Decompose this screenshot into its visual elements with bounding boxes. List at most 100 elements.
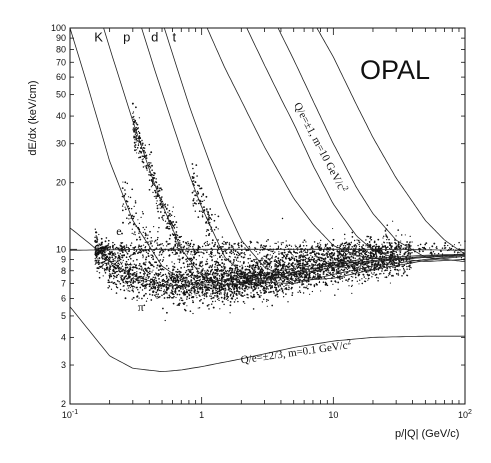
scatter-point-e bbox=[305, 244, 308, 247]
scatter-point-pi bbox=[314, 255, 316, 257]
scatter-point-pi bbox=[370, 256, 372, 258]
scatter-point-pi bbox=[233, 301, 236, 303]
scatter-point-e bbox=[208, 253, 210, 256]
scatter-point-p bbox=[206, 262, 209, 265]
scatter-point-pi bbox=[193, 287, 195, 289]
scatter-point-pi bbox=[145, 280, 148, 283]
scatter-point-pi bbox=[349, 243, 352, 246]
scatter-point-p bbox=[177, 245, 179, 247]
scatter-point-p bbox=[201, 269, 203, 271]
scatter-point-e bbox=[254, 249, 256, 251]
scatter-point-p bbox=[209, 265, 212, 267]
scatter-point-pi bbox=[281, 259, 284, 261]
scatter-point-e bbox=[205, 251, 208, 254]
scatter-point-pi bbox=[118, 257, 121, 260]
scatter-point-K bbox=[186, 265, 189, 268]
scatter-point-pi bbox=[155, 280, 158, 282]
scatter-point-p bbox=[140, 147, 142, 149]
scatter-point-K bbox=[122, 181, 124, 183]
scatter-point-p bbox=[205, 286, 208, 289]
scatter-point-pi bbox=[149, 284, 151, 286]
scatter-point-e bbox=[281, 257, 283, 259]
scatter-point-pi bbox=[134, 271, 136, 274]
scatter-point-pi bbox=[403, 269, 406, 271]
scatter-point-pi bbox=[282, 268, 284, 270]
scatter-point-p bbox=[205, 288, 207, 290]
scatter-point-p bbox=[156, 200, 158, 202]
scatter-point-p bbox=[200, 265, 202, 268]
scatter-point-pi bbox=[133, 263, 135, 265]
scatter-point-d bbox=[244, 253, 246, 256]
scatter-point-K bbox=[172, 277, 175, 280]
scatter-point-pi bbox=[269, 264, 271, 266]
scatter-point-pi bbox=[216, 258, 219, 260]
scatter-point-p bbox=[331, 269, 334, 272]
scatter-point-p bbox=[211, 282, 213, 284]
scatter-point-pi bbox=[137, 282, 139, 284]
scatter-point-K bbox=[315, 262, 318, 264]
scatter-point-p bbox=[284, 287, 287, 290]
scatter-point-e bbox=[155, 247, 158, 250]
scatter-point-K bbox=[224, 288, 226, 290]
scatter-point-pi bbox=[201, 294, 203, 296]
scatter-point-K bbox=[313, 257, 316, 260]
scatter-point-p bbox=[281, 280, 284, 283]
scatter-point-pi bbox=[168, 283, 170, 285]
scatter-point-pi bbox=[316, 245, 318, 248]
scatter-point-p bbox=[259, 274, 261, 277]
scatter-point-p bbox=[269, 261, 271, 263]
scatter-point-pi bbox=[336, 270, 338, 272]
scatter-point-pi bbox=[344, 257, 347, 259]
scatter-point-pi bbox=[191, 286, 193, 288]
scatter-point-p bbox=[137, 144, 140, 147]
scatter-point-pi bbox=[122, 281, 125, 284]
scatter-point-pi bbox=[386, 269, 388, 271]
scatter-point-pi bbox=[153, 273, 156, 276]
scatter-point-pi bbox=[133, 286, 136, 288]
scatter-point-pi bbox=[207, 286, 210, 289]
scatter-point-e bbox=[99, 244, 101, 247]
scatter-point-pi bbox=[365, 245, 367, 247]
scatter-point-pi bbox=[272, 269, 275, 271]
scatter-point-p bbox=[148, 163, 151, 165]
scatter-point-e bbox=[356, 242, 358, 245]
scatter-point-pi bbox=[173, 295, 175, 298]
scatter-point-K bbox=[180, 282, 183, 285]
scatter-point-pi bbox=[396, 269, 399, 271]
scatter-point-pi bbox=[226, 273, 228, 275]
scatter-point-pi bbox=[121, 278, 123, 280]
scatter-point-pi bbox=[308, 256, 311, 258]
scatter-point-d bbox=[254, 284, 256, 287]
scatter-point-pi bbox=[94, 263, 96, 265]
scatter-point-K bbox=[121, 205, 124, 207]
scatter-point-e bbox=[161, 260, 164, 263]
scatter-point-pi bbox=[144, 284, 147, 286]
scatter-point-pi bbox=[96, 270, 98, 272]
scatter-point-pi bbox=[104, 260, 106, 262]
scatter-point-pi bbox=[397, 263, 400, 265]
scatter-point-pi bbox=[405, 251, 407, 254]
scatter-point-p bbox=[361, 278, 363, 280]
scatter-point-pi bbox=[254, 266, 257, 268]
scatter-point-d bbox=[233, 253, 235, 255]
scatter-point-e bbox=[431, 245, 434, 248]
scatter-point-pi bbox=[153, 283, 156, 286]
scatter-point-p bbox=[154, 191, 157, 194]
scatter-point-pi bbox=[241, 267, 244, 270]
scatter-point-pi bbox=[144, 258, 147, 261]
scatter-point-pi bbox=[108, 270, 111, 273]
scatter-point-K bbox=[130, 217, 132, 219]
scatter-point-K bbox=[293, 258, 296, 260]
scatter-point-d bbox=[201, 195, 203, 198]
scatter-point-pi bbox=[174, 287, 177, 290]
scatter-point-K bbox=[161, 274, 164, 277]
scatter-point-p bbox=[281, 271, 283, 274]
scatter-point-e bbox=[199, 247, 201, 249]
scatter-point-e bbox=[305, 254, 307, 257]
scatter-point-e bbox=[230, 244, 233, 247]
scatter-point-pi bbox=[170, 274, 173, 277]
scatter-point-pi bbox=[148, 270, 151, 273]
scatter-point-pi bbox=[115, 292, 118, 294]
scatter-point-pi bbox=[142, 270, 145, 272]
scatter-point-pi bbox=[311, 256, 314, 259]
